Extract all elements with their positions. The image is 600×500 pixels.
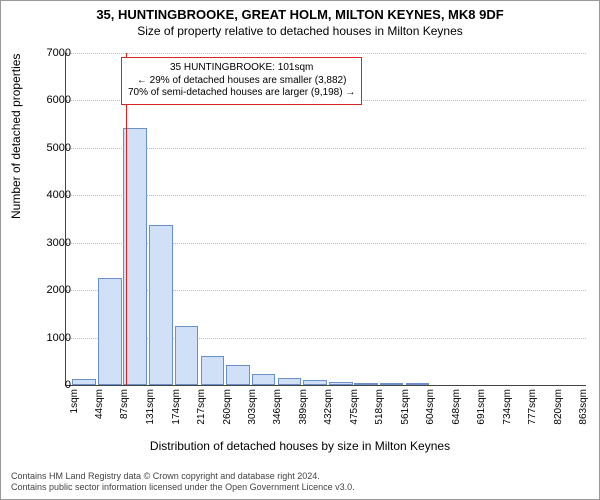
annotation-line: 35 HUNTINGBROOKE: 101sqm xyxy=(128,62,355,75)
x-tick-label: 131sqm xyxy=(145,389,156,439)
x-tick-label: 863sqm xyxy=(578,389,589,439)
y-tick-label: 3000 xyxy=(31,237,71,249)
histogram-bar xyxy=(354,383,378,385)
x-tick-label: 518sqm xyxy=(374,389,385,439)
footer-line: Contains public sector information licen… xyxy=(11,482,355,493)
histogram-bar xyxy=(303,380,327,385)
x-axis-label: Distribution of detached houses by size … xyxy=(1,439,599,453)
histogram-bar xyxy=(406,383,430,385)
y-tick-label: 6000 xyxy=(31,94,71,106)
x-tick-label: 691sqm xyxy=(476,389,487,439)
x-tick-label: 44sqm xyxy=(94,389,105,439)
histogram-bar xyxy=(72,379,96,385)
y-tick-label: 5000 xyxy=(31,142,71,154)
y-tick-label: 1000 xyxy=(31,332,71,344)
x-tick-label: 217sqm xyxy=(196,389,207,439)
y-tick-label: 0 xyxy=(31,379,71,391)
chart-title-subtitle: Size of property relative to detached ho… xyxy=(1,24,599,38)
histogram-bar xyxy=(329,382,353,385)
gridline xyxy=(66,53,586,54)
annotation-line: 70% of semi-detached houses are larger (… xyxy=(128,87,355,100)
y-tick-label: 7000 xyxy=(31,47,71,59)
x-tick-label: 475sqm xyxy=(349,389,360,439)
histogram-bar xyxy=(226,365,250,385)
x-tick-label: 260sqm xyxy=(222,389,233,439)
histogram-bar xyxy=(278,378,302,385)
x-tick-label: 648sqm xyxy=(451,389,462,439)
histogram-bar xyxy=(201,356,225,385)
x-tick-label: 346sqm xyxy=(272,389,283,439)
annotation-line: ← 29% of detached houses are smaller (3,… xyxy=(128,75,355,88)
footer-line: Contains HM Land Registry data © Crown c… xyxy=(11,471,355,482)
chart-title-address: 35, HUNTINGBROOKE, GREAT HOLM, MILTON KE… xyxy=(1,7,599,22)
x-tick-label: 604sqm xyxy=(425,389,436,439)
y-tick-label: 4000 xyxy=(31,189,71,201)
x-tick-label: 777sqm xyxy=(527,389,538,439)
x-tick-label: 432sqm xyxy=(323,389,334,439)
histogram-bar xyxy=(149,225,173,385)
x-tick-label: 303sqm xyxy=(247,389,258,439)
x-tick-label: 1sqm xyxy=(69,389,80,439)
histogram-bar xyxy=(98,278,122,385)
x-tick-label: 174sqm xyxy=(171,389,182,439)
property-annotation-box: 35 HUNTINGBROOKE: 101sqm ← 29% of detach… xyxy=(121,57,362,105)
x-tick-label: 820sqm xyxy=(553,389,564,439)
histogram-bar xyxy=(123,128,147,385)
footer-attribution: Contains HM Land Registry data © Crown c… xyxy=(11,471,355,493)
histogram-bar xyxy=(252,374,276,385)
y-tick-label: 2000 xyxy=(31,284,71,296)
chart-container: 35, HUNTINGBROOKE, GREAT HOLM, MILTON KE… xyxy=(0,0,600,500)
histogram-bar xyxy=(380,383,404,385)
x-tick-label: 87sqm xyxy=(119,389,130,439)
x-tick-label: 561sqm xyxy=(400,389,411,439)
x-tick-label: 734sqm xyxy=(502,389,513,439)
histogram-bar xyxy=(175,326,199,385)
y-axis-label: Number of detached properties xyxy=(9,54,23,219)
x-tick-label: 389sqm xyxy=(298,389,309,439)
